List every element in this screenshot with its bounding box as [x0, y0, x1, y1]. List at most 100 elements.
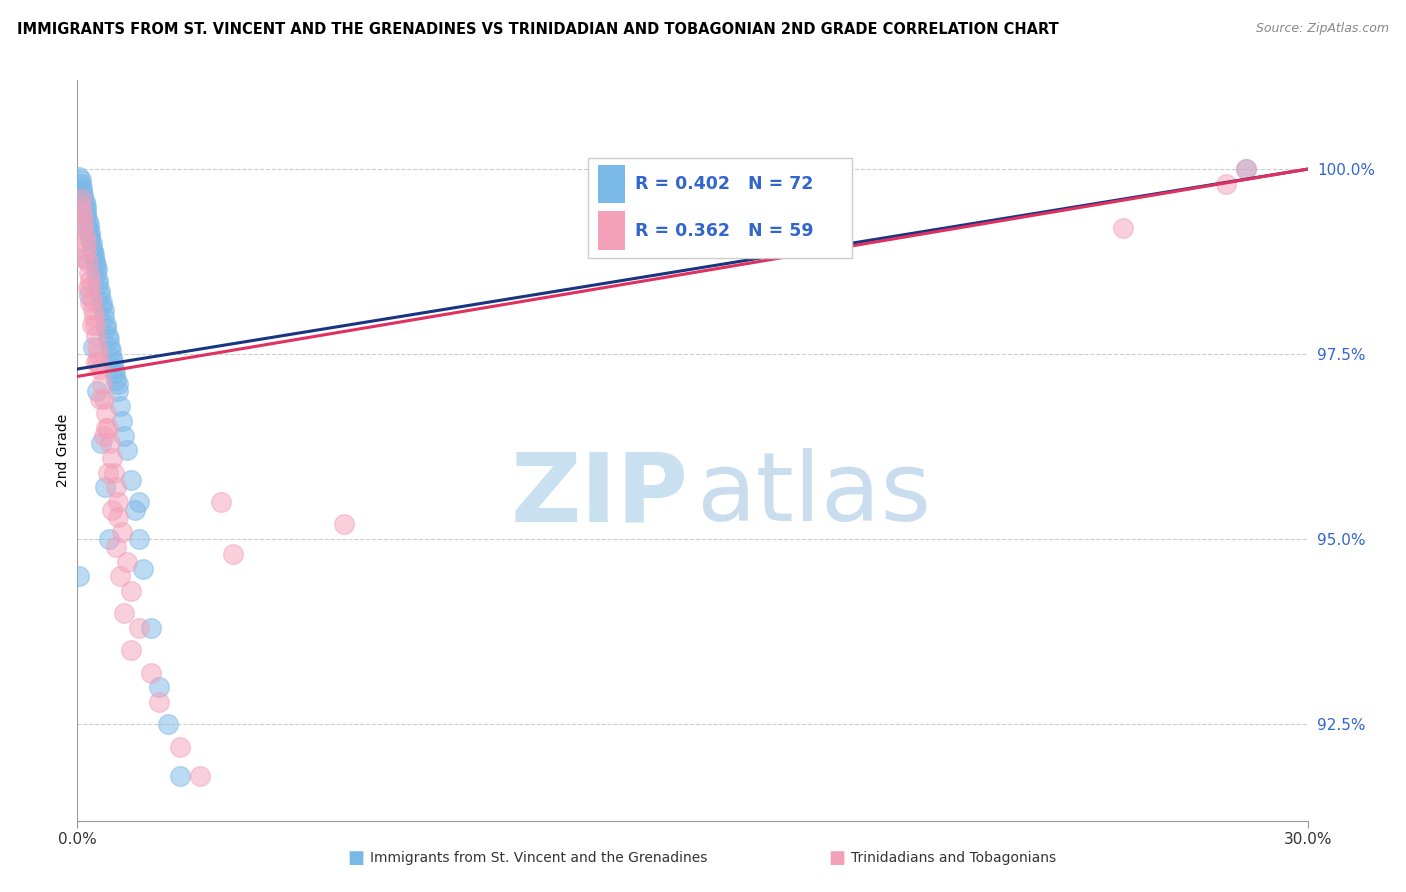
Point [75, 206, 97, 220]
Point [98, 436, 121, 450]
Text: atlas: atlas [696, 449, 931, 541]
Point [120, 584, 142, 599]
Point [90, 436, 112, 450]
Point [222, 547, 245, 561]
Point [97, 466, 120, 480]
Point [77, 266, 100, 280]
Text: IMMIGRANTS FROM ST. VINCENT AND THE GRENADINES VS TRINIDADIAN AND TOBAGONIAN 2ND: IMMIGRANTS FROM ST. VINCENT AND THE GREN… [17, 22, 1059, 37]
Point [72, 199, 94, 213]
Point [98, 340, 121, 354]
Point [84, 259, 107, 273]
Point [101, 450, 124, 465]
Point [79, 225, 101, 239]
Point [1234, 162, 1257, 177]
Point [93, 310, 115, 325]
Point [156, 717, 179, 731]
Point [120, 643, 142, 657]
Point [83, 310, 105, 325]
Point [80, 292, 103, 306]
Point [72, 214, 94, 228]
Point [77, 288, 100, 302]
Point [115, 555, 138, 569]
Point [148, 681, 170, 695]
Point [100, 343, 122, 358]
Point [107, 510, 129, 524]
Point [89, 392, 111, 406]
Bar [598, 165, 624, 203]
Bar [598, 211, 624, 250]
Point [1215, 177, 1237, 191]
Point [89, 288, 111, 302]
Point [87, 347, 110, 361]
Point [86, 384, 108, 399]
Point [86, 262, 108, 277]
Point [83, 318, 105, 332]
Point [98, 333, 121, 347]
Point [75, 202, 97, 217]
Point [94, 407, 117, 421]
Point [80, 236, 103, 251]
Point [114, 607, 136, 621]
Point [75, 199, 97, 213]
Point [141, 665, 163, 680]
Point [83, 254, 105, 268]
Point [76, 254, 98, 268]
Text: Source: ZipAtlas.com: Source: ZipAtlas.com [1256, 22, 1389, 36]
Point [79, 273, 101, 287]
Point [111, 414, 134, 428]
Point [188, 769, 212, 783]
Point [93, 392, 115, 406]
Point [73, 228, 96, 243]
Point [128, 533, 150, 547]
Point [101, 502, 124, 516]
Text: ZIP: ZIP [510, 449, 689, 541]
Point [89, 285, 111, 299]
Point [333, 517, 356, 532]
Point [82, 244, 104, 258]
Point [169, 739, 191, 754]
Text: ■: ■ [347, 849, 364, 867]
Point [107, 495, 129, 509]
Point [84, 354, 107, 368]
Point [169, 769, 191, 783]
Point [70, 206, 93, 220]
Point [72, 188, 94, 202]
Text: ■: ■ [828, 849, 845, 867]
Point [70, 185, 93, 199]
Point [67, 169, 90, 184]
Point [87, 277, 110, 291]
Point [82, 302, 104, 317]
Point [93, 302, 115, 317]
Point [70, 173, 93, 187]
Point [209, 495, 232, 509]
Text: R = 0.362   N = 59: R = 0.362 N = 59 [634, 221, 813, 240]
Point [103, 362, 125, 376]
Point [67, 569, 90, 583]
Point [103, 466, 125, 480]
Point [148, 695, 170, 709]
Point [87, 273, 110, 287]
Point [84, 266, 107, 280]
Point [94, 321, 117, 335]
Point [110, 569, 132, 583]
Point [97, 328, 120, 343]
Text: Immigrants from St. Vincent and the Grenadines: Immigrants from St. Vincent and the Gren… [370, 851, 707, 865]
Point [93, 428, 115, 442]
Point [105, 540, 128, 554]
Point [79, 280, 101, 294]
Point [101, 351, 124, 365]
Point [103, 354, 125, 368]
Point [90, 299, 114, 313]
Point [94, 481, 117, 495]
Point [83, 251, 105, 265]
Point [69, 177, 91, 191]
Point [72, 221, 94, 235]
Point [128, 621, 150, 635]
Point [80, 318, 103, 332]
Point [107, 376, 129, 391]
Point [76, 280, 98, 294]
Point [79, 228, 101, 243]
Point [75, 251, 97, 265]
Point [73, 221, 96, 235]
Point [110, 399, 132, 413]
